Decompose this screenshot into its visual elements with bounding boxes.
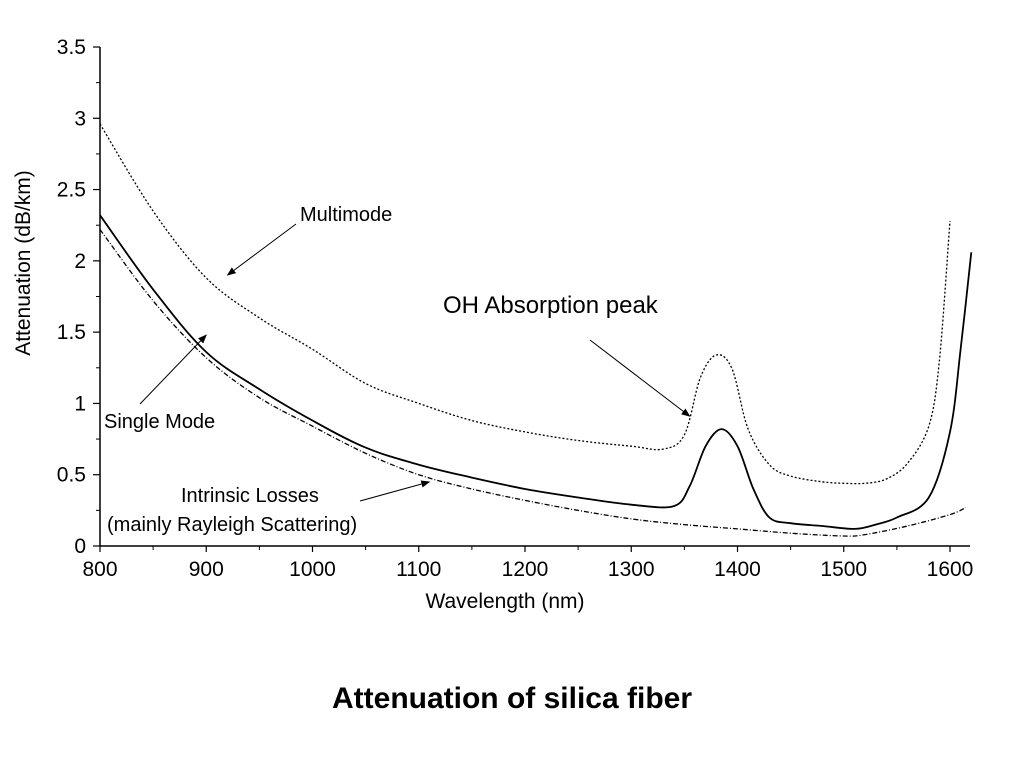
series-line-intrinsic-losses — [99, 229, 967, 537]
y-tick-label: 0.5 — [57, 464, 86, 487]
y-tick-label: 1 — [74, 392, 86, 415]
y-tick-label: 3 — [74, 107, 86, 130]
x-tick-label: 1000 — [289, 558, 336, 581]
x-tick-label: 800 — [82, 558, 117, 581]
annotation-arrow — [226, 223, 297, 276]
y-tick-label: 2.5 — [57, 179, 86, 202]
annotation-oh-peak-label: OH Absorption peak — [443, 292, 659, 319]
annotation-arrow — [139, 334, 207, 405]
x-tick-label: 1600 — [927, 558, 974, 581]
y-axis-title: Attenuation (dB/km) — [12, 170, 35, 356]
annotations-layer: Multimode OH Absorption peak Single Mode… — [104, 204, 691, 536]
chart-caption: Attenuation of silica fiber — [331, 682, 693, 715]
ticks-layer: 800 900 1000 1100 1200 1300 1400 1500 1600 0 0.5 1 1… — [57, 36, 974, 581]
annotation-single-mode-label: Single Mode — [104, 411, 215, 433]
x-tick-label: 1300 — [608, 558, 655, 581]
annotation-arrow — [359, 480, 431, 502]
y-tick-label: 3.5 — [57, 36, 86, 59]
x-tick-label: 1100 — [396, 558, 441, 581]
y-tick-label: 2 — [74, 250, 86, 273]
y-tick-label: 1.5 — [57, 321, 86, 344]
x-axis-title: Wavelength (nm) — [425, 590, 584, 613]
x-tick-label: 1500 — [820, 558, 867, 581]
series-line-single-mode — [99, 214, 973, 530]
series-line-multimode — [99, 123, 951, 485]
y-tick-label: 0 — [74, 535, 86, 558]
x-tick-label: 1400 — [714, 558, 761, 581]
x-tick-label: 1200 — [502, 558, 549, 581]
annotation-multimode-label: Multimode — [300, 204, 392, 226]
annotation-arrow — [589, 339, 691, 417]
annotation-intrinsic-label: Intrinsic Losses — [181, 485, 319, 507]
x-tick-label: 900 — [189, 558, 224, 581]
annotation-rayleigh-label: (mainly Rayleigh Scattering) — [107, 514, 357, 536]
series-layer — [99, 123, 973, 537]
